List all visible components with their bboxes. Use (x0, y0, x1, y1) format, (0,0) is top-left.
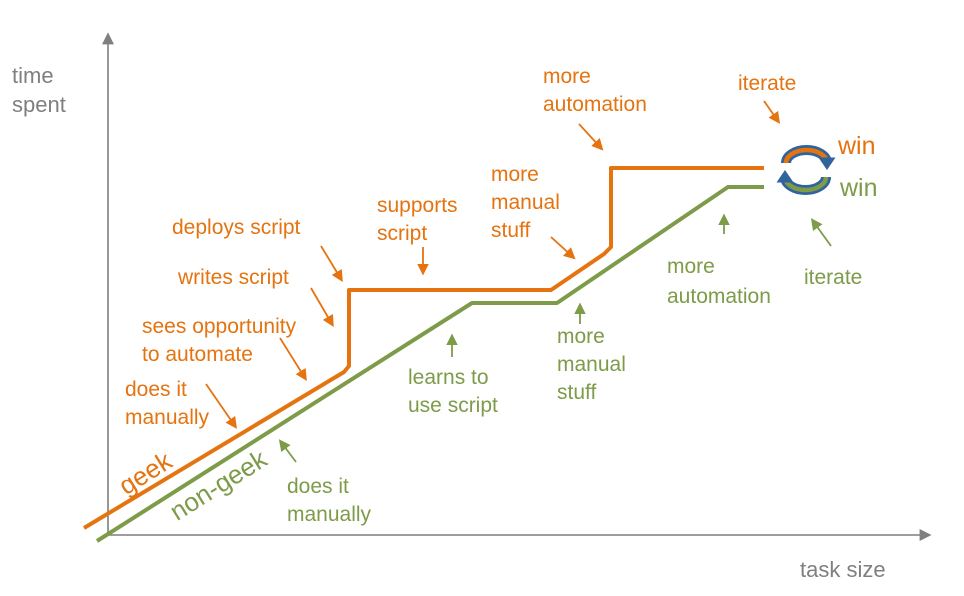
label-geek-sees-opportunity: sees opportunity to automate (142, 315, 297, 366)
arrow-geek-more-manual-stuff (550, 236, 576, 260)
label-non-geek-does-it-manually: does it manually (287, 475, 372, 526)
arrow-geek-deploys-script (320, 245, 343, 283)
x-axis-label: task size (800, 557, 886, 582)
label-non-geek-learns-script: learns to use script (408, 366, 498, 417)
label-non-geek-more-manual-stuff: more manual stuff (557, 325, 626, 404)
label-geek-more-automation: more automation (543, 65, 647, 116)
label-non-geek-more-automation: more automation (667, 255, 771, 308)
iterate-cycle-icon-geek (781, 145, 836, 170)
label-geek-writes-script: writes script (178, 266, 289, 289)
y-axis-label: time spent (12, 63, 66, 117)
arrow-non-geek-does-it-manually (278, 439, 297, 463)
arrow-geek-writes-script (310, 287, 334, 328)
label-non-geek-iterate: iterate (804, 266, 863, 289)
label-non-geek-win: win (840, 174, 878, 202)
label-geek-deploys-script: deploys script (172, 216, 301, 239)
arrow-geek-more-automation (578, 123, 604, 151)
label-geek-does-it-manually: does it manually (125, 378, 210, 429)
arrow-non-geek-iterate (810, 218, 832, 247)
non-geek-line (95, 185, 764, 543)
arrow-geek-sees-opportunity (279, 337, 307, 381)
label-geek-more-manual-stuff: more manual stuff (491, 163, 560, 242)
geek-line (82, 166, 764, 530)
label-geek-win: win (838, 132, 876, 160)
arrow-geek-iterate (763, 100, 781, 124)
iterate-cycle-icon-non-geek (776, 170, 831, 195)
label-geek-supports-script: supports script (377, 194, 458, 245)
arrow-geek-does-it-manually (205, 383, 237, 429)
label-geek-iterate: iterate (738, 72, 797, 95)
